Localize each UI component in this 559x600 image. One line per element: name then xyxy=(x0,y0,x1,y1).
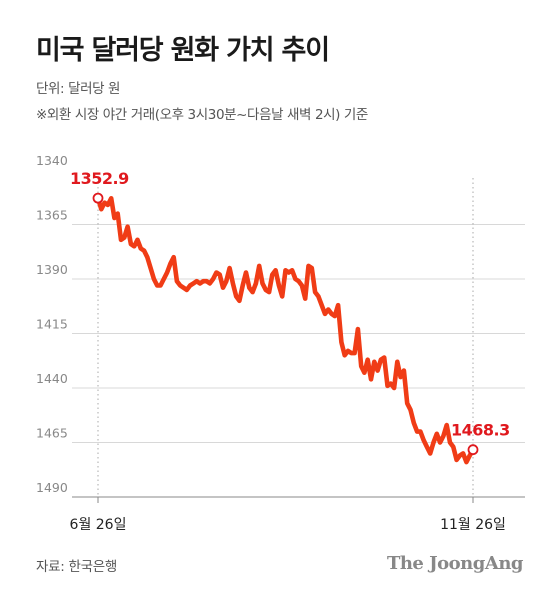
unit-label: 단위: 달러당 원 xyxy=(36,81,121,97)
end-value-label: 1468.3 xyxy=(451,421,510,440)
y-tick-label: 1415 xyxy=(36,317,68,332)
source-label: 자료: 한국은행 xyxy=(36,559,117,575)
y-tick-label: 1365 xyxy=(36,208,68,223)
x-tick-label: 6월 26일 xyxy=(70,517,127,533)
end-point-marker xyxy=(467,444,479,456)
start-value-label: 1352.9 xyxy=(70,169,129,188)
y-tick-label: 1490 xyxy=(36,480,68,495)
series-line xyxy=(95,195,476,465)
y-tick-label: 1465 xyxy=(36,426,68,441)
chart-title: 미국 달러당 원화 가치 추이 xyxy=(36,35,330,66)
y-tick-label: 1340 xyxy=(36,153,68,168)
y-tick-label: 1390 xyxy=(36,262,68,277)
x-tick-label: 11월 26일 xyxy=(440,517,506,533)
publisher-logo: The JoongAng xyxy=(386,553,524,574)
y-tick-label: 1440 xyxy=(36,371,68,386)
start-point-marker xyxy=(92,192,104,204)
basis-note: ※외환 시장 야간 거래(오후 3시30분~다음날 새벽 2시) 기준 xyxy=(36,107,368,123)
